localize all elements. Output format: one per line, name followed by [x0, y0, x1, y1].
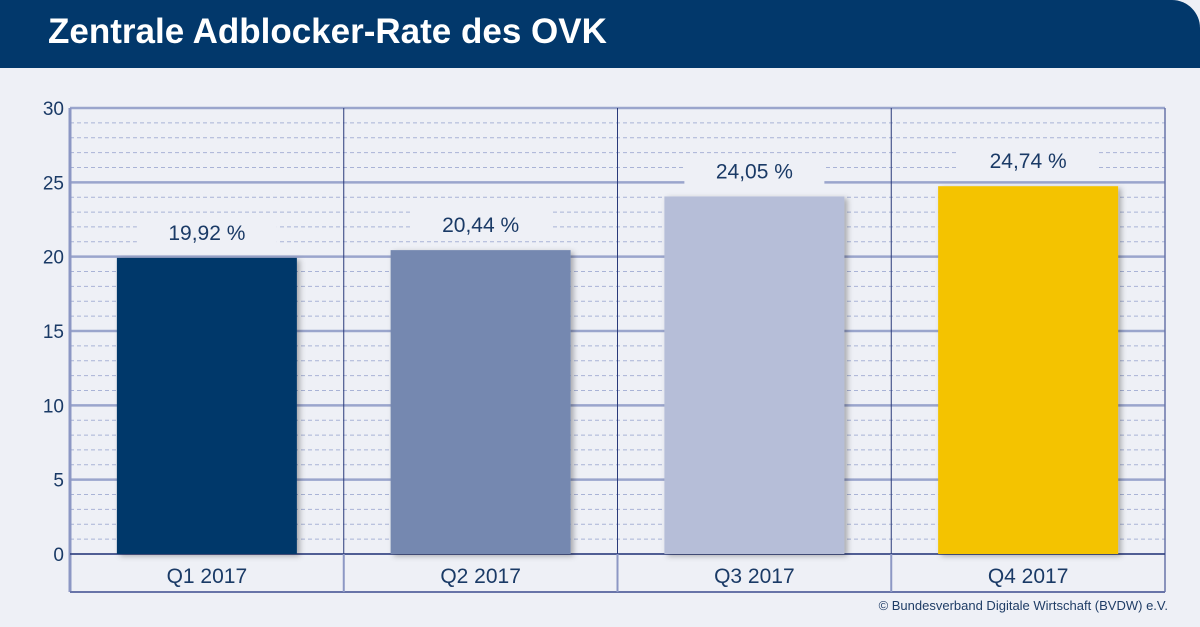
- bar-q3-2017: [664, 196, 845, 554]
- y-tick-label: 30: [43, 99, 64, 120]
- data-label: 24,05 %: [716, 160, 793, 183]
- chart-title: Zentrale Adblocker-Rate des OVK: [48, 12, 607, 51]
- x-tick-label: Q2 2017: [440, 565, 521, 588]
- copyright-note: © Bundesverband Digitale Wirtschaft (BVD…: [878, 598, 1168, 613]
- data-label: 19,92 %: [168, 222, 245, 245]
- bar-q2-2017: [390, 250, 571, 554]
- header-bar: Zentrale Adblocker-Rate des OVK: [0, 0, 1200, 68]
- data-label-background: [136, 217, 277, 246]
- y-tick-label: 25: [43, 173, 64, 194]
- data-label-background: [684, 156, 825, 185]
- y-tick-label: 0: [53, 545, 64, 566]
- bar-q1-2017: [116, 257, 297, 554]
- x-tick-label: Q3 2017: [714, 565, 795, 588]
- y-tick-label: 5: [53, 471, 64, 492]
- x-tick-label: Q1 2017: [167, 565, 248, 588]
- data-label-background: [958, 146, 1099, 175]
- y-tick-label: 15: [43, 322, 64, 343]
- data-label-background: [410, 210, 551, 239]
- y-tick-label: 10: [43, 396, 64, 417]
- x-tick-label: Q4 2017: [988, 565, 1069, 588]
- y-tick-label: 20: [43, 248, 64, 269]
- bar-q4-2017: [938, 186, 1119, 554]
- data-label: 20,44 %: [442, 214, 519, 237]
- data-label: 24,74 %: [990, 150, 1067, 173]
